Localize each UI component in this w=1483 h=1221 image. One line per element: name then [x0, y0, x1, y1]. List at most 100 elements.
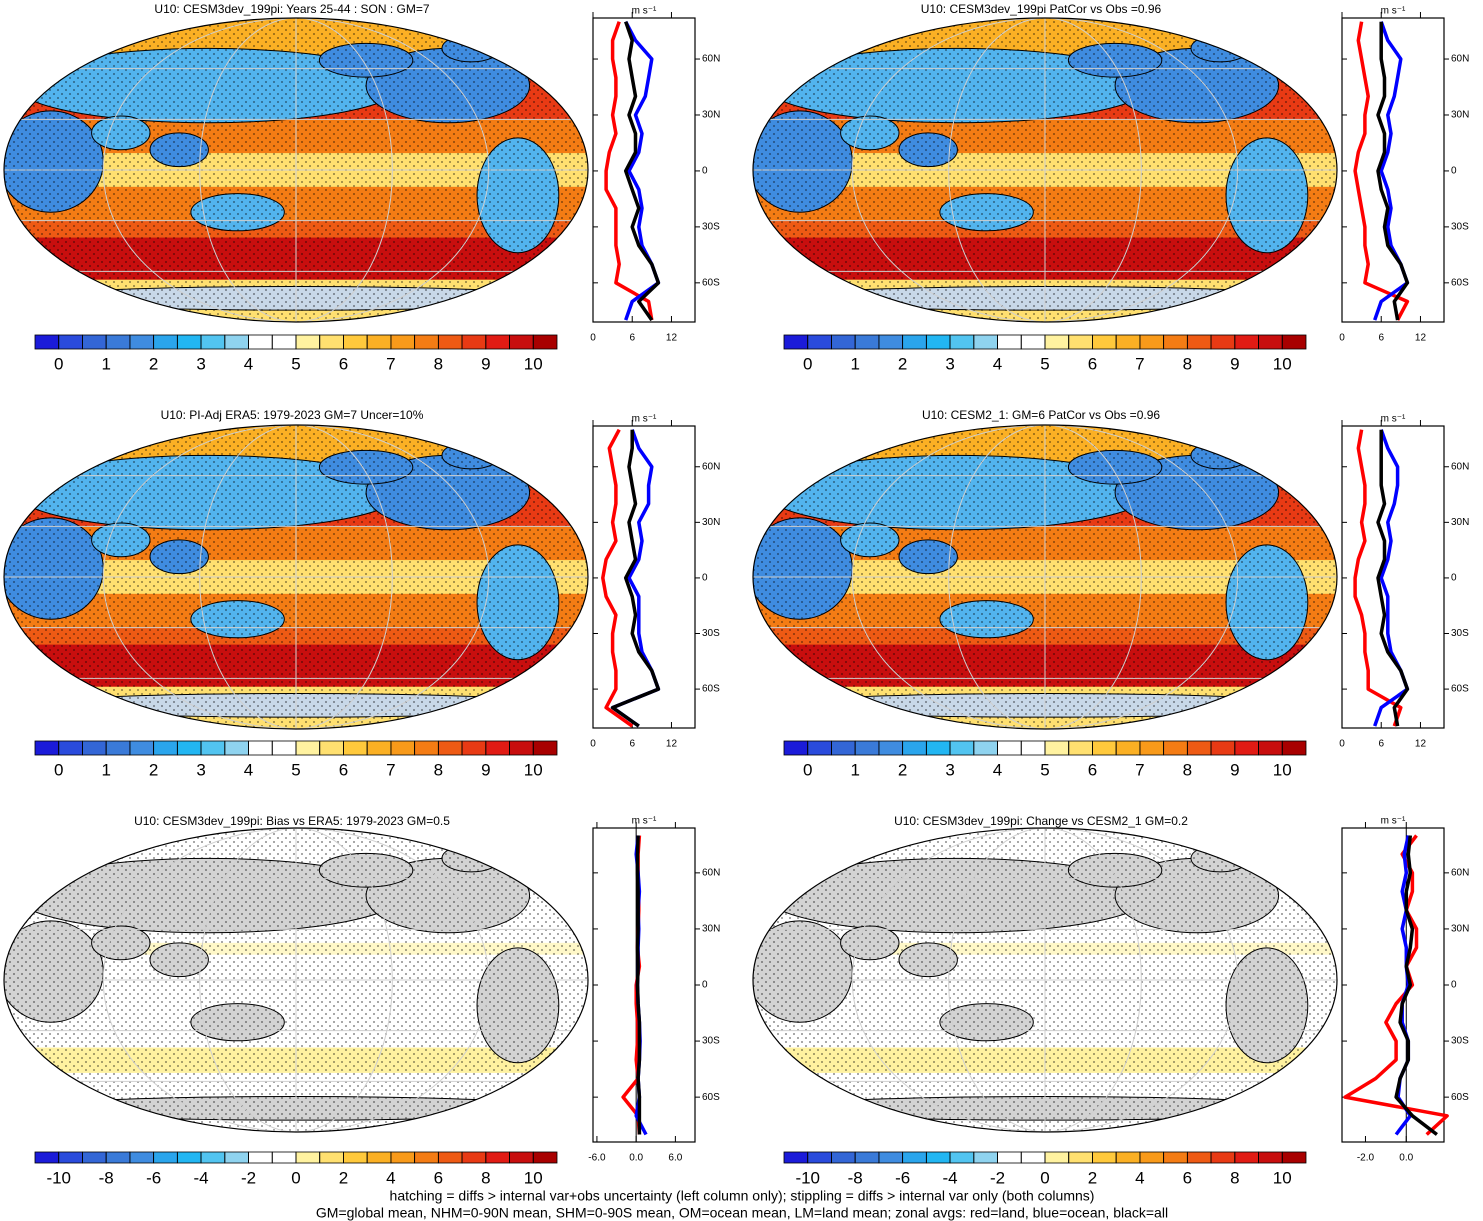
colorbar-box — [1281, 334, 1307, 350]
colorbar-box — [831, 740, 856, 756]
colorbar-box — [34, 740, 60, 756]
colorbar-label: 9 — [1230, 760, 1239, 779]
zonal-line — [623, 21, 661, 322]
colorbar-box — [176, 740, 202, 756]
x-axis-label: m s⁻¹ — [1381, 414, 1406, 425]
zonal-line — [1376, 429, 1410, 727]
colorbar-box — [390, 740, 416, 756]
colorbar-label: 0 — [54, 760, 63, 779]
y-tick-label: 30S — [1451, 628, 1469, 639]
colorbar-box — [461, 1151, 487, 1164]
colorbar-label: 2 — [149, 354, 158, 373]
colorbar-box — [1234, 334, 1259, 350]
colorbar-box — [248, 740, 273, 756]
colorbar-label: -4 — [194, 1168, 209, 1187]
map — [753, 828, 1337, 1132]
colorbar-label: -4 — [943, 1168, 958, 1187]
colorbar-box — [200, 1151, 226, 1164]
y-tick-label: 60S — [702, 684, 720, 695]
colorbar-box — [295, 334, 321, 350]
colorbar-box — [129, 740, 155, 756]
colorbar-label: 8 — [1230, 1168, 1239, 1187]
colorbar-box — [366, 740, 392, 756]
colorbar-label: 7 — [386, 354, 395, 373]
colorbar-label: 4 — [386, 1168, 395, 1187]
colorbar-box — [319, 740, 344, 756]
x-axis-label: m s⁻¹ — [632, 414, 657, 425]
x-tick-label: 6.0 — [668, 1153, 682, 1164]
colorbar-box — [485, 334, 510, 350]
y-tick-label: 60S — [1451, 1092, 1469, 1103]
note: GM=global mean, NHM=0-90N mean, SHM=0-90… — [316, 1205, 1168, 1221]
map-border — [752, 424, 1338, 730]
colorbar-box — [153, 740, 178, 756]
colorbar-box — [1092, 334, 1117, 350]
colorbar-box — [414, 334, 439, 350]
colorbar-box — [949, 740, 975, 756]
colorbar-box — [1210, 1151, 1236, 1164]
colorbar-label: 10 — [1273, 760, 1292, 779]
colorbar-box — [271, 334, 297, 350]
colorbar-box — [902, 740, 927, 756]
x-tick-label: 12 — [1415, 739, 1427, 750]
colorbar-label: 0 — [1040, 1168, 1049, 1187]
colorbar-label: 3 — [196, 354, 205, 373]
colorbar-box — [319, 334, 344, 350]
colorbar-label: 7 — [1135, 354, 1144, 373]
y-tick-label: 0 — [1451, 980, 1457, 991]
note: hatching = diffs > internal var+obs unce… — [390, 1188, 1095, 1204]
map — [753, 18, 1337, 322]
colorbar-box — [1044, 1151, 1070, 1164]
colorbar-box — [461, 740, 487, 756]
colorbar-box — [485, 740, 510, 756]
colorbar-box — [153, 334, 178, 350]
colorbar-box — [783, 740, 809, 756]
colorbar-label: 10 — [1273, 354, 1292, 373]
colorbar-box — [271, 1151, 297, 1164]
y-tick-label: 0 — [702, 573, 708, 584]
zonal-frame — [592, 425, 696, 729]
colorbar-box — [58, 334, 83, 350]
y-tick-label: 60S — [1451, 684, 1469, 695]
colorbar-label: 8 — [1183, 354, 1192, 373]
colorbar-label: 4 — [244, 354, 253, 373]
colorbar-box — [200, 334, 226, 350]
zonal-line — [1394, 835, 1438, 1136]
colorbar-box — [1258, 1151, 1283, 1164]
colorbar-box — [1020, 334, 1046, 350]
y-tick-label: 60N — [1451, 867, 1469, 878]
colorbar-label: 0 — [54, 354, 63, 373]
colorbar-box — [1234, 1151, 1259, 1164]
x-tick-label: -2.0 — [1357, 1153, 1375, 1164]
colorbar-label: 6 — [434, 1168, 443, 1187]
colorbar-label: 9 — [481, 760, 490, 779]
colorbar-box — [1115, 740, 1141, 756]
colorbar-label: 10 — [1273, 1168, 1292, 1187]
colorbar-box — [807, 740, 832, 756]
colorbar-label: 4 — [993, 760, 1002, 779]
x-tick-label: 0 — [1339, 333, 1345, 344]
colorbar-box — [295, 1151, 321, 1164]
colorbar-label: 3 — [196, 760, 205, 779]
colorbar-label: 2 — [339, 1168, 348, 1187]
colorbar-box — [925, 1151, 951, 1164]
panel-title: U10: CESM3dev_199pi PatCor vs Obs =0.96 — [921, 2, 1162, 16]
colorbar-box — [1139, 1151, 1165, 1164]
colorbar-label: 8 — [434, 354, 443, 373]
colorbar-box — [224, 1151, 249, 1164]
y-tick-label: 60N — [702, 867, 720, 878]
colorbar-label: 0 — [803, 354, 812, 373]
colorbar-label: -2 — [990, 1168, 1005, 1187]
x-axis-label: m s⁻¹ — [632, 816, 657, 827]
colorbar-box — [854, 334, 880, 350]
colorbar-box — [509, 334, 534, 350]
colorbar-box — [1068, 1151, 1093, 1164]
colorbar-box — [437, 740, 463, 756]
x-tick-label: 12 — [1415, 333, 1427, 344]
colorbar-box — [1186, 334, 1212, 350]
y-tick-label: 60N — [1451, 54, 1469, 65]
colorbar-box — [129, 334, 155, 350]
colorbar-box — [224, 334, 249, 350]
zonal-line — [1376, 21, 1410, 321]
